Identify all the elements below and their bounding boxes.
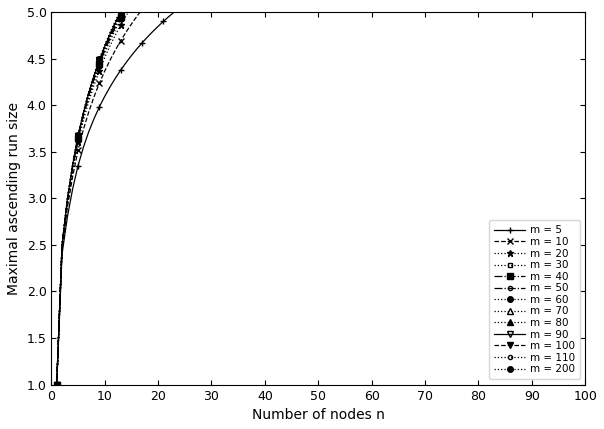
X-axis label: Number of nodes n: Number of nodes n	[252, 408, 385, 422]
Line: m = 40: m = 40	[54, 0, 588, 387]
m = 200	[53, 382, 60, 387]
Line: m = 20: m = 20	[53, 0, 588, 388]
Legend: m = 5, m = 10, m = 20, m = 30, m = 40, m = 50, m = 60, m = 70, m = 80, m = 90, m: m = 5, m = 10, m = 20, m = 30, m = 40, m…	[489, 220, 580, 379]
m = 30	[53, 382, 60, 387]
m = 50	[53, 382, 60, 387]
Line: m = 60: m = 60	[54, 0, 588, 387]
m = 110	[53, 382, 60, 387]
m = 90	[53, 382, 60, 387]
m = 70	[53, 382, 60, 387]
Line: m = 110: m = 110	[54, 0, 587, 387]
m = 60	[53, 382, 60, 387]
Line: m = 30: m = 30	[54, 0, 587, 387]
m = 40	[53, 382, 60, 387]
Line: m = 50: m = 50	[54, 0, 587, 387]
m = 20	[53, 382, 60, 387]
m = 5	[176, 5, 183, 10]
m = 5	[53, 382, 60, 387]
m = 10	[53, 382, 60, 387]
Line: m = 90: m = 90	[54, 0, 588, 387]
Line: m = 80: m = 80	[54, 0, 588, 387]
m = 80	[53, 382, 60, 387]
Line: m = 10: m = 10	[53, 0, 588, 388]
m = 5	[155, 24, 162, 29]
Line: m = 5: m = 5	[53, 0, 588, 388]
Y-axis label: Maximal ascending run size: Maximal ascending run size	[7, 102, 21, 295]
Line: m = 200: m = 200	[54, 0, 588, 387]
Line: m = 100: m = 100	[54, 0, 588, 387]
Line: m = 70: m = 70	[54, 0, 588, 387]
m = 100	[53, 382, 60, 387]
